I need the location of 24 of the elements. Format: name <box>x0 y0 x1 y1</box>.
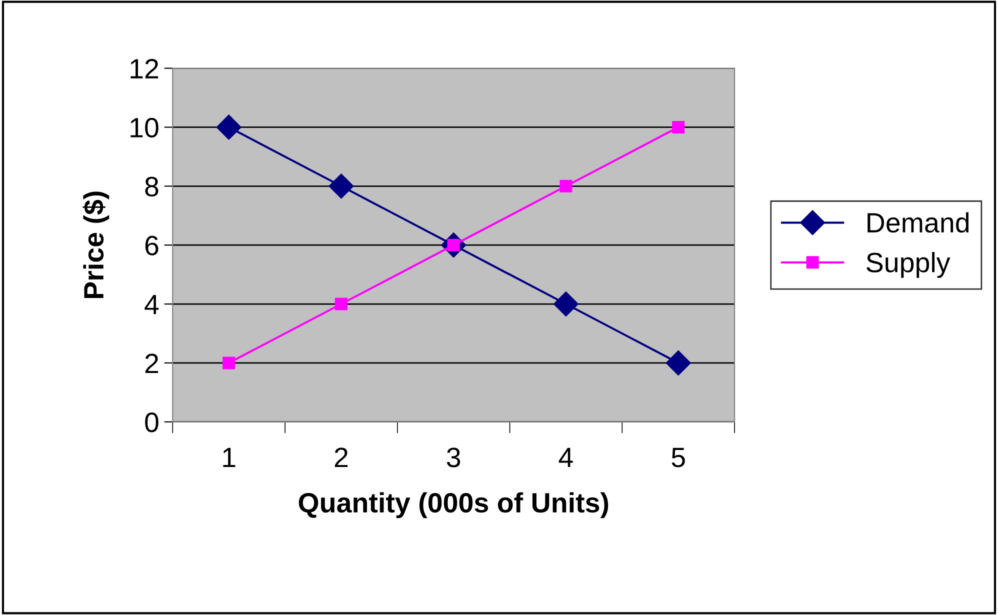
point <box>222 356 236 370</box>
legend-label: Demand <box>868 212 969 233</box>
x-axis-title: Quantity (000s of Units) <box>298 492 608 518</box>
legend-label: Supply <box>866 252 950 278</box>
x-tick-label: 2 <box>334 448 348 468</box>
x-tick-label: 1 <box>223 448 236 468</box>
y-axis-title: Price ($) <box>82 192 110 298</box>
y-tick-label: 0 <box>145 412 158 432</box>
point <box>553 292 578 316</box>
point <box>560 180 572 192</box>
point <box>666 350 691 376</box>
point <box>328 174 354 199</box>
x-tick-label: 3 <box>446 448 460 468</box>
x-tick-label: 5 <box>672 448 685 468</box>
y-tick-label: 2 <box>145 354 158 374</box>
x-tick-label: 4 <box>558 448 573 468</box>
y-tick-label: 4 <box>144 294 159 314</box>
y-tick-label: 8 <box>145 176 158 196</box>
point <box>334 298 348 310</box>
y-tick-label: 12 <box>130 58 158 78</box>
y-tick-label: 10 <box>130 118 158 138</box>
y-tick-label: 6 <box>145 236 158 256</box>
point <box>672 120 685 134</box>
point <box>216 114 242 140</box>
